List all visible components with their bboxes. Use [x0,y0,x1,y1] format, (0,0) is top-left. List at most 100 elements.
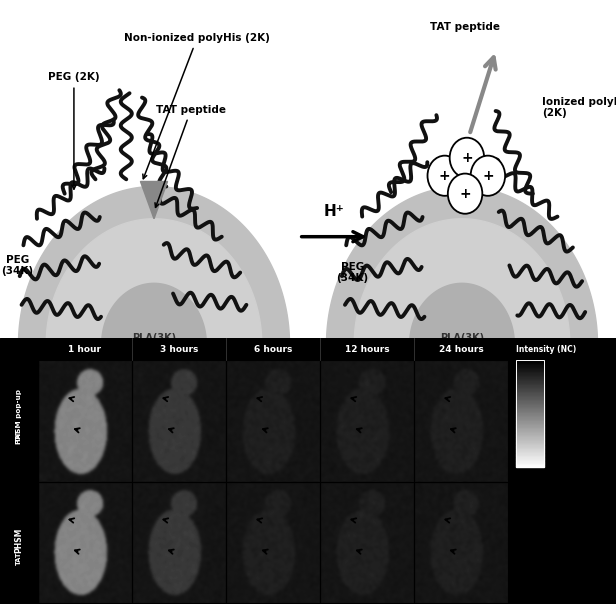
Bar [516,461,544,463]
Bar [516,367,544,368]
Bar [226,481,320,603]
Bar [516,407,544,408]
Bar [516,426,544,427]
Text: 1.00 ×10³: 1.00 ×10³ [548,464,583,470]
Polygon shape [102,283,206,405]
Bar [516,387,544,388]
Text: 6.49 ×10⁴: 6.49 ×10⁴ [548,411,583,417]
Bar [516,361,544,467]
Bar [516,460,544,461]
Bar [516,428,544,429]
Bar [516,443,544,445]
Bar [516,450,544,451]
Polygon shape [410,283,514,405]
Circle shape [428,156,462,196]
Bar [516,445,544,446]
Bar [516,403,544,404]
Bar [516,384,544,386]
Bar [414,481,508,603]
Bar [516,459,544,460]
Text: TAT peptide: TAT peptide [155,104,226,207]
Text: 12 hours: 12 hours [345,345,389,354]
Bar [132,481,226,603]
Text: 3 hours: 3 hours [160,345,198,354]
Text: H⁺: H⁺ [323,204,344,219]
Bar [516,436,544,438]
Bar [516,452,544,454]
Bar [516,395,544,396]
Bar [516,446,544,447]
Bar [516,447,544,448]
Bar [516,378,544,379]
Bar [516,422,544,423]
Text: +: + [482,169,493,183]
Bar [38,481,132,603]
Bar [516,466,544,467]
Bar [516,457,544,458]
Bar [516,434,544,435]
Bar [516,394,544,395]
Bar [516,374,544,375]
Text: 3.30 ×10⁴: 3.30 ×10⁴ [548,437,583,443]
Bar [516,416,544,418]
Bar [516,464,544,466]
Bar [516,414,544,415]
Text: PEG
(34K): PEG (34K) [1,254,33,276]
Bar [516,388,544,390]
Bar [516,400,544,402]
Bar [516,431,544,432]
Bar [516,413,544,414]
Text: 1 hour: 1 hour [68,345,102,354]
Bar [516,420,544,422]
Bar [516,371,544,372]
Bar [516,423,544,425]
Bar [516,391,544,393]
Text: 1.29 ×10⁵: 1.29 ×10⁵ [548,358,583,363]
Bar [516,372,544,374]
Bar [516,402,544,403]
Polygon shape [326,187,598,344]
Bar [516,364,544,365]
Text: 9.69 ×10⁴: 9.69 ×10⁴ [548,384,583,390]
Bar [516,362,544,363]
Bar [516,448,544,450]
Bar [516,439,544,440]
Bar [516,379,544,381]
Bar [516,404,544,406]
Bar [516,418,544,419]
Bar [516,408,544,410]
Bar [516,427,544,428]
Bar [516,361,544,362]
Bar [516,415,544,416]
Bar [516,432,544,434]
Text: +: + [439,169,450,183]
Bar [516,393,544,394]
Polygon shape [46,219,262,344]
Bar [414,361,508,481]
Bar [516,363,544,364]
Bar [516,411,544,413]
Bar [516,381,544,382]
Bar [516,425,544,426]
Bar [516,419,544,420]
Bar [516,396,544,397]
Text: PLA(3K)
polyHis(5K): PLA(3K) polyHis(5K) [430,333,494,355]
Text: +: + [461,151,472,165]
Bar [516,406,544,407]
Circle shape [450,138,484,178]
Bar [320,481,414,603]
Bar [516,370,544,371]
Bar [516,442,544,443]
Text: PLA(3K)
polyHis(5K): PLA(3K) polyHis(5K) [122,333,186,355]
Bar [516,455,544,457]
Bar [0,481,38,603]
Text: PEG (2K): PEG (2K) [48,72,100,189]
Bar [516,368,544,370]
Bar [516,382,544,383]
Circle shape [448,173,482,214]
Text: TAT: TAT [16,551,22,565]
Text: PHSM: PHSM [15,528,23,553]
Text: PEG
(34K): PEG (34K) [336,262,368,283]
Text: PHSM pop-up: PHSM pop-up [16,390,22,445]
Polygon shape [18,187,290,344]
